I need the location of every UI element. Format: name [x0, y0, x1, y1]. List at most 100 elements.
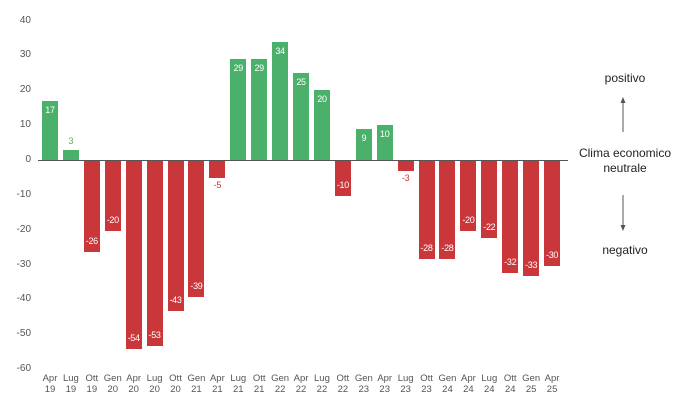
x-tick-month: Ott [85, 373, 99, 384]
x-tick-label: Ott 22 [330, 373, 356, 395]
arrow-up-icon [620, 97, 626, 132]
x-tick-year: 22 [337, 384, 349, 395]
bar-value-label: -43 [169, 294, 182, 305]
x-tick-label: Lug 24 [476, 373, 502, 395]
x-tick-month: Lug [481, 373, 498, 384]
x-tick-year: 20 [170, 384, 181, 395]
x-tick-label: Apr 24 [455, 373, 481, 395]
x-tick-label: Gen 24 [434, 373, 460, 395]
x-tick-month: Ott [169, 373, 182, 384]
bar-value-label: 10 [380, 129, 390, 140]
bar-value-label: 34 [275, 45, 285, 56]
bar-value-label: -20 [106, 214, 119, 225]
bar-value-label: 9 [361, 132, 367, 143]
x-tick-month: Gen [103, 373, 122, 384]
x-tick-label: Ott 21 [246, 373, 272, 395]
x-tick-month: Lug [314, 373, 330, 384]
x-tick-year: 25 [546, 384, 558, 395]
bar [251, 58, 268, 160]
x-tick-label: Apr 21 [204, 373, 230, 395]
bar [418, 161, 435, 259]
bar [523, 161, 540, 276]
x-tick-year: 24 [442, 384, 453, 395]
x-tick-year: 23 [379, 384, 390, 395]
bar [272, 41, 289, 160]
bar-value-label: -20 [462, 214, 475, 225]
bar-value-label: -30 [546, 249, 559, 260]
y-tick-label: -60 [16, 363, 31, 375]
x-tick-year: 23 [421, 384, 432, 395]
x-tick-label: Lug 19 [58, 373, 84, 395]
y-tick-label: -50 [16, 328, 31, 340]
x-tick-label: Ott 20 [163, 373, 189, 395]
bar [460, 161, 477, 231]
bar-value-label: -22 [483, 221, 496, 232]
x-tick-label: Ott 19 [79, 373, 105, 395]
y-tick-label: -30 [16, 258, 31, 270]
x-tick-label: Lug 21 [225, 373, 251, 395]
bar [230, 58, 247, 160]
x-tick-year: 21 [191, 384, 202, 395]
x-tick-year: 20 [128, 384, 139, 395]
zero-baseline [38, 160, 568, 161]
bar [502, 161, 519, 273]
x-tick-year: 24 [463, 384, 474, 395]
annotation-negative: negativo [602, 243, 648, 257]
bar [397, 161, 414, 172]
y-tick-label: 40 [19, 14, 31, 26]
bar-value-label: 3 [68, 135, 74, 146]
x-tick-year: 20 [149, 384, 160, 395]
y-tick-label: 30 [19, 49, 31, 61]
bar [355, 128, 372, 160]
bar-value-label: -32 [504, 256, 517, 267]
x-tick-month: Gen [354, 373, 373, 384]
annotation-positive: positivo [604, 71, 646, 85]
x-tick-year: 22 [295, 384, 307, 395]
x-tick-label: Lug 20 [142, 373, 168, 395]
bar-value-label: -39 [190, 280, 203, 291]
x-tick-year: 22 [316, 384, 328, 395]
x-tick-label: Gen 22 [267, 373, 293, 395]
bar-value-label: -53 [148, 329, 161, 340]
x-tick-year: 21 [253, 384, 265, 395]
x-tick-year: 24 [484, 384, 495, 395]
x-tick-year: 22 [274, 384, 286, 395]
arrow-down-icon [620, 195, 626, 231]
bar-value-label: 25 [296, 76, 306, 87]
x-tick-label: Apr 25 [539, 373, 565, 395]
x-tick-month: Gen [522, 373, 541, 384]
x-tick-month: Gen [438, 373, 457, 384]
x-tick-month: Apr [126, 373, 142, 384]
x-tick-year: 24 [504, 384, 516, 395]
x-tick-label: Gen 21 [183, 373, 209, 395]
x-tick-label: Apr 22 [288, 373, 314, 395]
x-tick-month: Lug [146, 373, 163, 384]
x-tick-label: Apr 19 [37, 373, 63, 395]
x-tick-label: Lug 22 [309, 373, 335, 395]
bar [481, 161, 498, 238]
bar-value-label: -26 [85, 235, 98, 246]
x-tick-label: Apr 23 [372, 373, 398, 395]
bar-value-label: 17 [45, 104, 55, 115]
bar [188, 161, 205, 297]
bar [83, 161, 100, 252]
bar [104, 161, 121, 231]
annotation-neutral: Clima economico neutrale [565, 146, 685, 176]
x-tick-month: Apr [544, 373, 560, 384]
x-tick-month: Ott [336, 373, 350, 384]
bar-value-label: 29 [233, 62, 244, 73]
x-tick-label: Ott 23 [414, 373, 440, 395]
x-tick-label: Gen 23 [351, 373, 377, 395]
bar [313, 90, 330, 160]
y-tick-label: 10 [19, 119, 31, 131]
bar-value-label: -54 [127, 333, 140, 344]
bar [334, 161, 351, 196]
x-tick-month: Ott [503, 373, 517, 384]
x-tick-month: Lug [62, 373, 79, 384]
x-tick-label: Ott 24 [497, 373, 523, 395]
x-tick-month: Lug [230, 373, 247, 384]
bar-value-label: -28 [441, 242, 454, 253]
bar [125, 161, 142, 350]
x-tick-year: 20 [107, 384, 119, 395]
